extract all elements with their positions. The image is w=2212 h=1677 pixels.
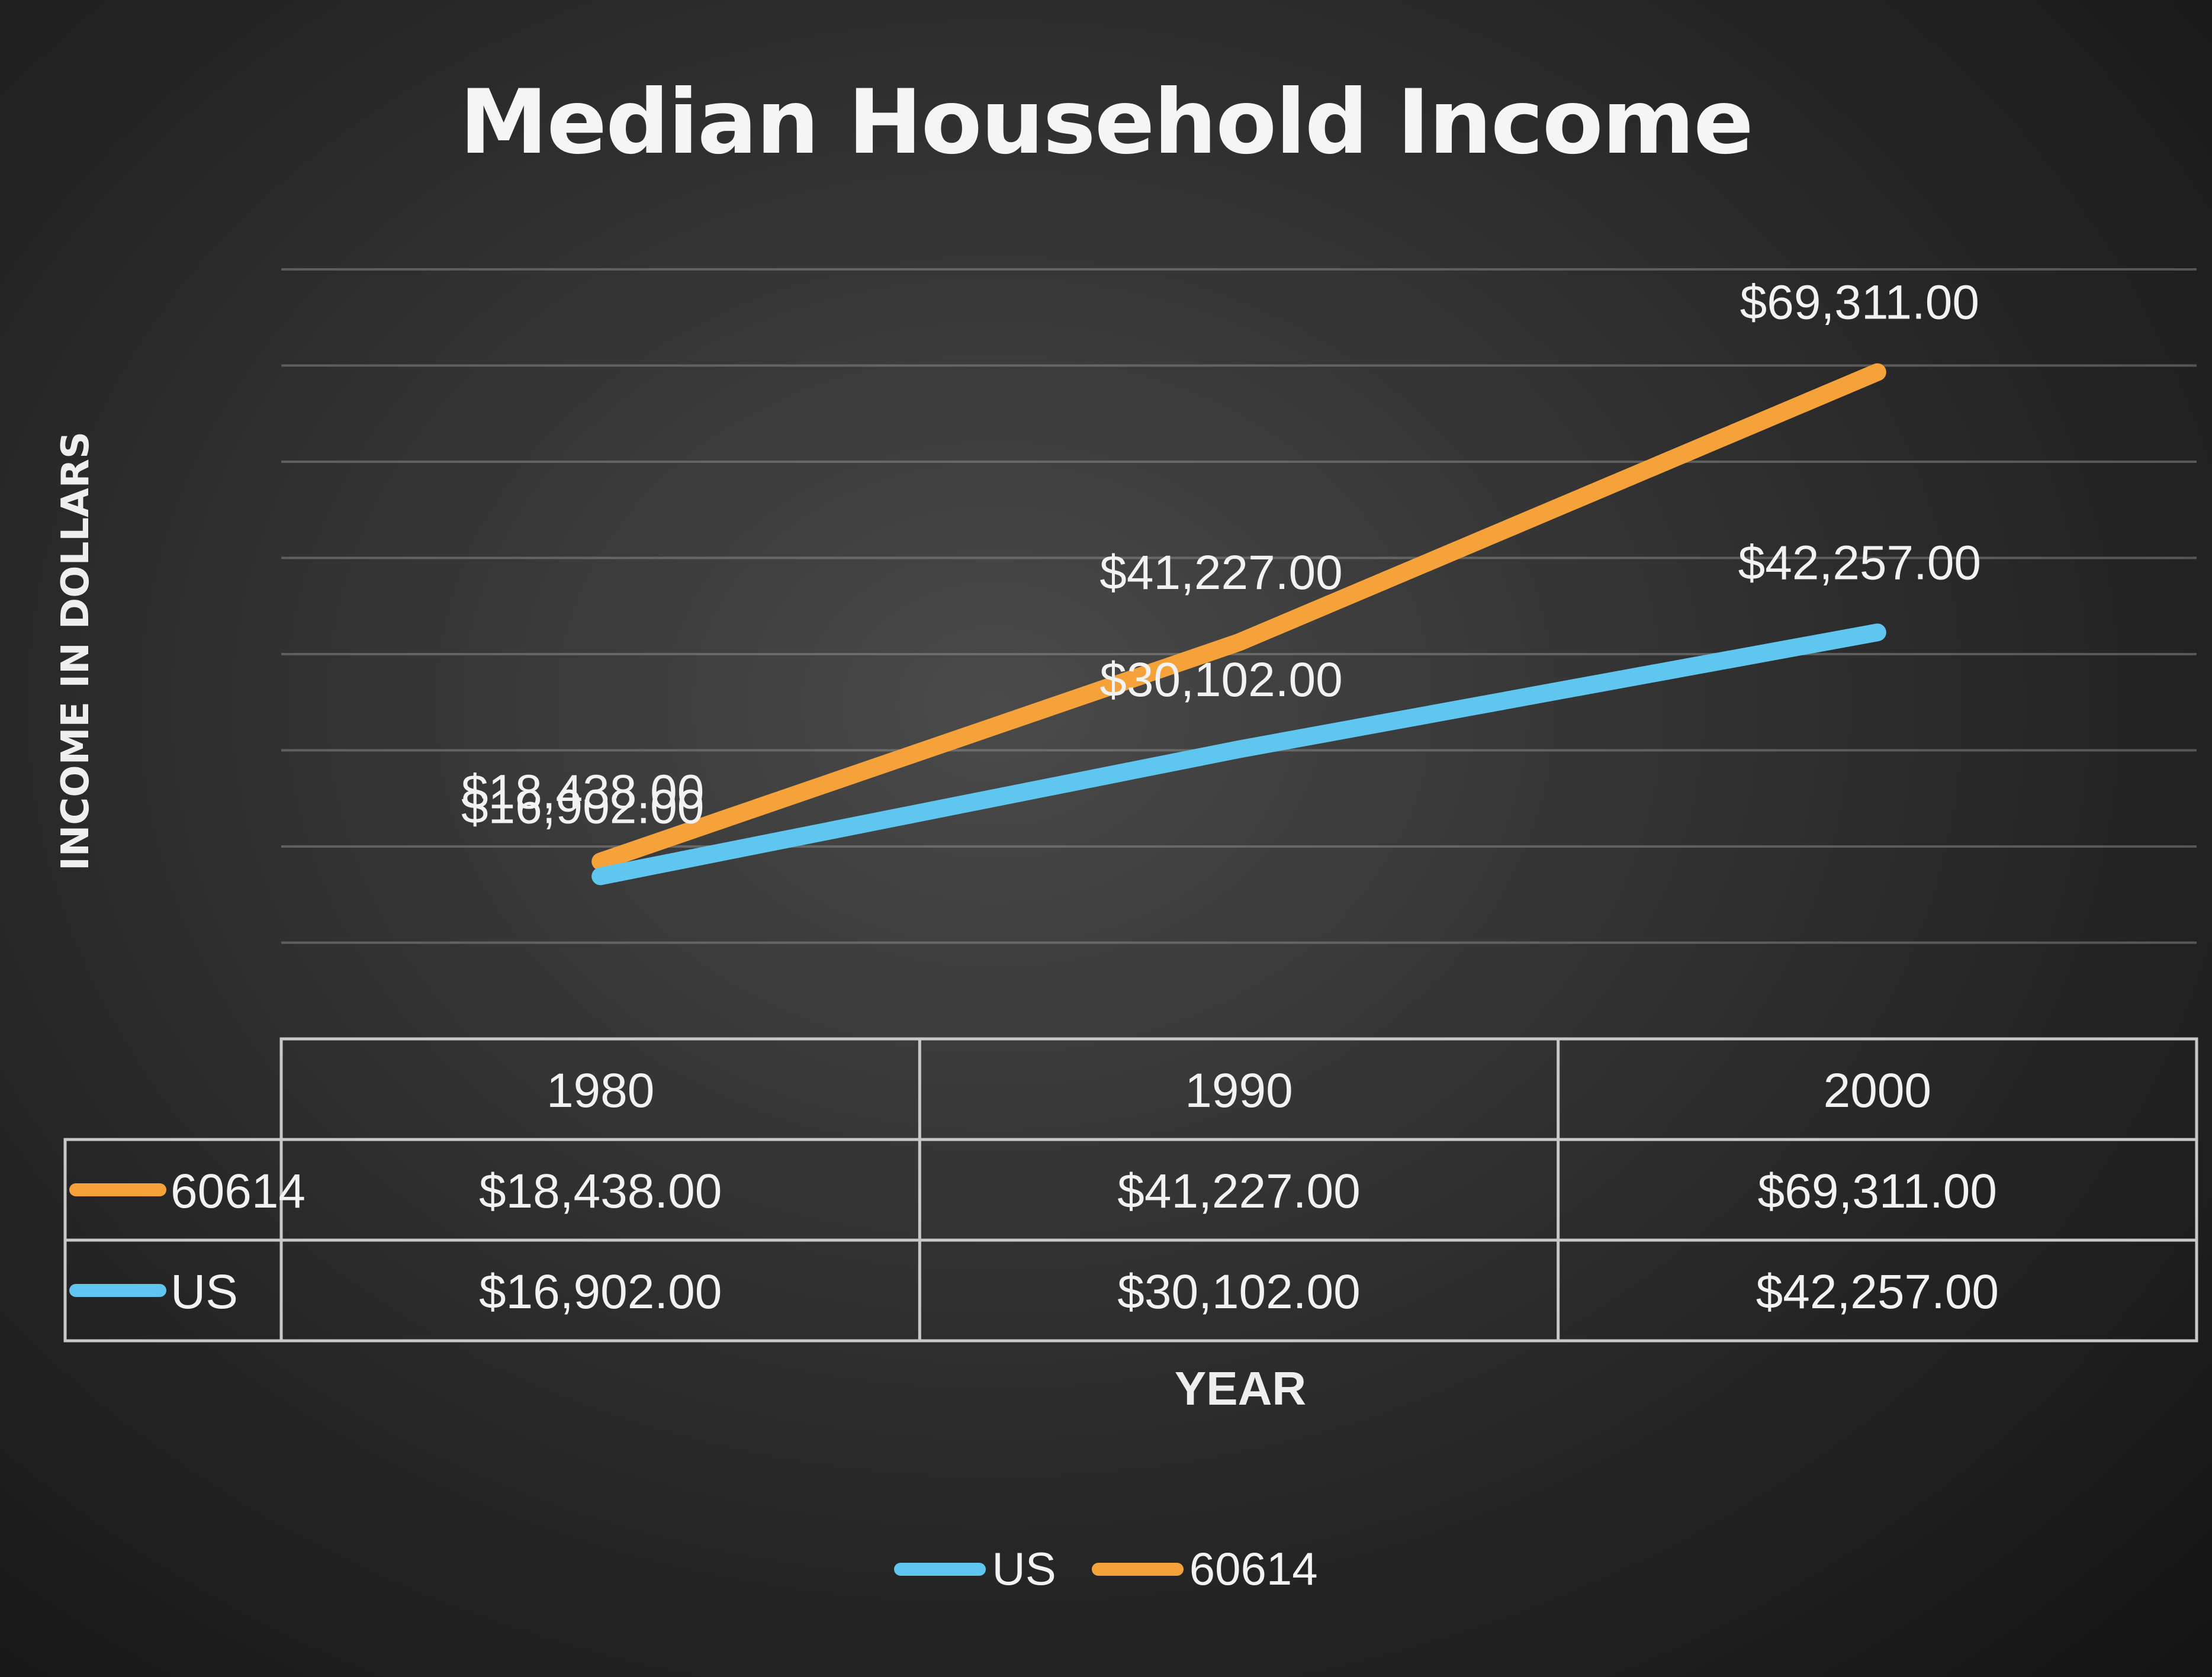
data-point bbox=[1237, 640, 1241, 645]
data-label: $18,438.00 bbox=[461, 765, 704, 819]
table-cell: $69,311.00 bbox=[1758, 1164, 1997, 1218]
data-point bbox=[599, 874, 603, 878]
data-label: $30,102.00 bbox=[1099, 653, 1342, 707]
data-point bbox=[1875, 630, 1879, 635]
legend-item-US: US bbox=[894, 1542, 1056, 1596]
table-header-cell: 2000 bbox=[1824, 1064, 1931, 1118]
x-axis-label: YEAR bbox=[1174, 1362, 1307, 1415]
data-label: $16,902.00 bbox=[461, 780, 704, 833]
table-row-header: US bbox=[171, 1265, 238, 1319]
table-header-cell: 1980 bbox=[546, 1064, 654, 1118]
legend-item-60614: 60614 bbox=[1091, 1542, 1318, 1596]
legend-swatch bbox=[1091, 1562, 1184, 1576]
data-point bbox=[1875, 370, 1879, 374]
data-label: $42,257.00 bbox=[1738, 536, 1981, 590]
data-point bbox=[599, 860, 603, 864]
table-cell: $30,102.00 bbox=[1117, 1265, 1360, 1319]
table-cell: $42,257.00 bbox=[1756, 1265, 1999, 1319]
series-line-60614 bbox=[591, 363, 1886, 871]
table-row bbox=[63, 1238, 2198, 1343]
table-header-cell: 1990 bbox=[1185, 1064, 1293, 1118]
chart-title: Median Household Income bbox=[459, 71, 1754, 174]
table-row-header: 60614 bbox=[171, 1164, 306, 1218]
data-label: $69,311.00 bbox=[1740, 276, 1979, 330]
table-cell: $18,438.00 bbox=[479, 1164, 722, 1218]
legend-swatch bbox=[894, 1562, 986, 1576]
data-label: $41,227.00 bbox=[1099, 546, 1342, 600]
legend-label: 60614 bbox=[1189, 1543, 1318, 1595]
table-cell: $41,227.00 bbox=[1117, 1164, 1360, 1218]
legend: US 60614 bbox=[0, 1542, 2212, 1596]
legend-label: US bbox=[992, 1543, 1056, 1595]
data-point bbox=[1237, 747, 1241, 751]
table-cell: $16,902.00 bbox=[479, 1265, 722, 1319]
